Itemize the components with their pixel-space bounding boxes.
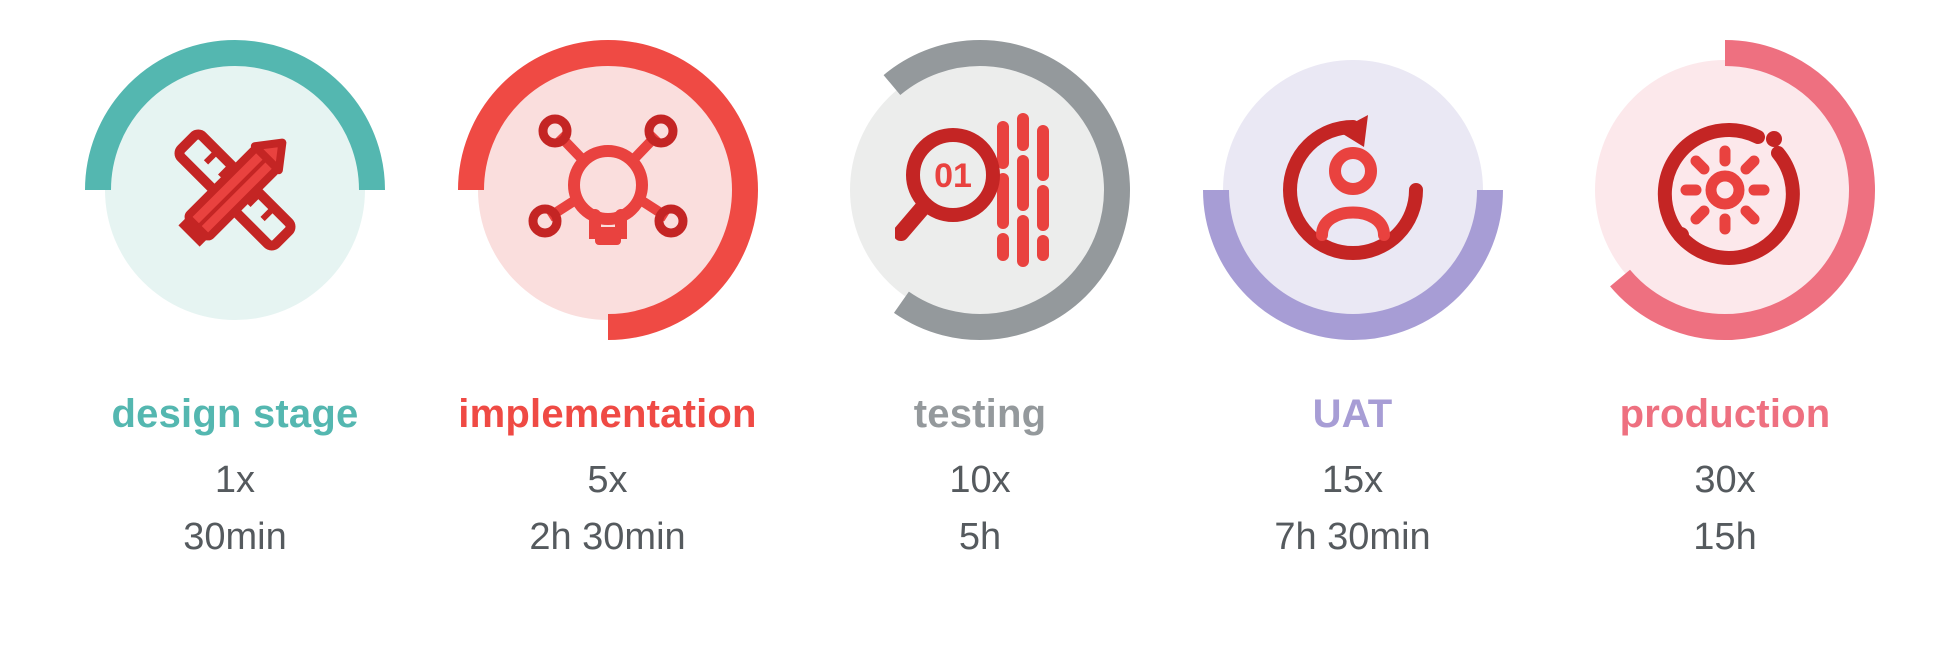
stage-implementation: implementation 5x 2h 30min [433, 30, 783, 559]
stage-multiplier: 30x [1694, 459, 1755, 502]
stage-ring-uat [1193, 30, 1513, 350]
stage-title: testing [914, 392, 1047, 437]
uat-icon [1268, 105, 1438, 275]
stage-uat: UAT 15x 7h 30min [1178, 30, 1528, 559]
implementation-icon [523, 105, 693, 275]
stage-ring-production [1565, 30, 1885, 350]
stage-title: production [1620, 392, 1831, 437]
testing-icon [895, 105, 1065, 275]
stage-multiplier: 1x [215, 459, 255, 502]
stage-duration: 5h [959, 516, 1001, 559]
stage-multiplier: 10x [949, 459, 1010, 502]
stage-ring-design [75, 30, 395, 350]
stage-design: design stage 1x 30min [60, 30, 410, 559]
stage-multiplier: 5x [587, 459, 627, 502]
stage-ring-testing [820, 30, 1140, 350]
stage-production: production 30x 15h [1550, 30, 1900, 559]
stage-duration: 30min [183, 516, 287, 559]
stage-duration: 7h 30min [1274, 516, 1430, 559]
stage-multiplier: 15x [1322, 459, 1383, 502]
design-icon [150, 105, 320, 275]
stage-ring-implementation [448, 30, 768, 350]
stage-title: design stage [112, 392, 359, 437]
stages-row: design stage 1x 30min implementation 5x 2h 30… [0, 0, 1960, 650]
stage-testing: testing 10x 5h [805, 30, 1155, 559]
stage-title: UAT [1313, 392, 1393, 437]
stage-title: implementation [458, 392, 756, 437]
stage-duration: 2h 30min [529, 516, 685, 559]
stage-duration: 15h [1693, 516, 1756, 559]
production-icon [1640, 105, 1810, 275]
